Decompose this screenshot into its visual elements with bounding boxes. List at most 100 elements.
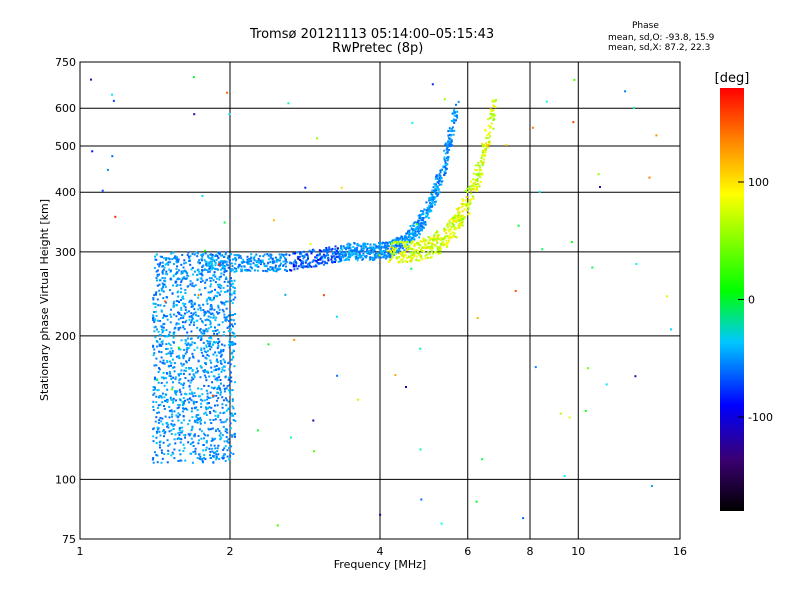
echo-point <box>373 243 376 246</box>
echo-point <box>230 328 232 331</box>
echo-point <box>489 126 492 129</box>
echo-point <box>444 171 447 174</box>
echo-point <box>401 244 404 247</box>
echo-point <box>211 450 214 453</box>
echo-point <box>225 387 228 390</box>
echo-point <box>349 246 352 249</box>
echo-point <box>201 320 204 323</box>
echo-point <box>206 395 209 398</box>
echo-point <box>294 252 296 255</box>
echo-point <box>165 343 168 346</box>
echo-point <box>307 264 310 267</box>
echo-point <box>478 185 481 188</box>
echo-point <box>373 258 376 261</box>
echo-point <box>212 298 215 301</box>
echo-point <box>232 407 235 410</box>
echo-point <box>156 269 159 272</box>
echo-point <box>444 228 447 231</box>
echo-point <box>427 242 430 245</box>
echo-point <box>346 243 349 246</box>
echo-point <box>166 318 169 321</box>
echo-point <box>177 328 180 331</box>
echo-point <box>223 270 226 273</box>
echo-point <box>223 365 225 368</box>
echo-point <box>228 447 231 449</box>
echo-point <box>257 265 260 268</box>
echo-point <box>211 312 214 315</box>
echo-point <box>155 328 158 331</box>
echo-point <box>220 391 222 394</box>
echo-point <box>201 399 204 402</box>
echo-point <box>190 321 192 324</box>
echo-point <box>492 104 495 107</box>
echo-point <box>209 323 212 326</box>
echo-point <box>334 245 337 248</box>
echo-point <box>223 313 226 316</box>
echo-point <box>272 267 275 270</box>
echo-point <box>209 418 212 421</box>
echo-point <box>170 388 173 391</box>
echo-point <box>450 226 453 228</box>
echo-point <box>470 189 473 192</box>
echo-point <box>421 241 424 243</box>
echo-point <box>174 257 177 260</box>
echo-point <box>153 330 156 333</box>
echo-point <box>418 252 421 255</box>
echo-point <box>378 254 381 257</box>
echo-point <box>305 259 308 262</box>
echo-point <box>213 273 216 276</box>
echo-point <box>428 242 431 244</box>
echo-point <box>171 386 174 389</box>
echo-point <box>219 393 222 396</box>
echo-point <box>160 328 163 331</box>
echo-point <box>487 143 490 146</box>
echo-point <box>452 220 455 223</box>
echo-point <box>378 247 381 250</box>
echo-point <box>203 437 205 440</box>
echo-point <box>211 307 214 310</box>
echo-point <box>155 442 158 444</box>
echo-point <box>419 448 422 451</box>
echo-point <box>219 264 222 267</box>
echo-point <box>347 247 350 250</box>
echo-point <box>160 420 163 423</box>
echo-point <box>476 185 479 188</box>
echo-point <box>253 259 256 262</box>
echo-point <box>377 256 380 259</box>
echo-point <box>230 358 233 361</box>
colorbar-label: [deg] <box>715 71 750 86</box>
echo-point <box>183 348 186 351</box>
echo-point <box>177 432 180 435</box>
echo-point <box>252 262 255 265</box>
echo-point <box>214 267 217 270</box>
echo-point <box>156 284 159 287</box>
echo-point <box>220 275 222 278</box>
echo-point <box>165 270 168 273</box>
echo-point <box>188 257 191 260</box>
echo-point <box>221 262 224 265</box>
echo-point <box>192 356 195 359</box>
echo-point <box>153 392 156 395</box>
echo-point <box>421 227 424 230</box>
echo-point <box>173 438 176 441</box>
echo-point <box>447 134 450 137</box>
echo-point <box>157 381 160 384</box>
echo-point <box>425 209 428 212</box>
echo-point <box>223 360 226 363</box>
echo-point <box>205 406 207 409</box>
echo-point <box>188 367 191 370</box>
echo-point <box>225 307 228 310</box>
echo-point <box>212 409 215 412</box>
echo-point <box>448 224 451 227</box>
echo-point <box>433 237 436 239</box>
echo-point <box>331 260 334 263</box>
echo-point <box>200 365 203 368</box>
echo-point <box>190 429 193 432</box>
echo-point <box>310 250 313 253</box>
echo-point <box>203 330 206 333</box>
echo-point <box>410 232 413 235</box>
echo-point <box>424 222 427 225</box>
echo-point <box>480 161 483 164</box>
echo-point <box>209 297 212 299</box>
echo-point <box>376 252 379 255</box>
